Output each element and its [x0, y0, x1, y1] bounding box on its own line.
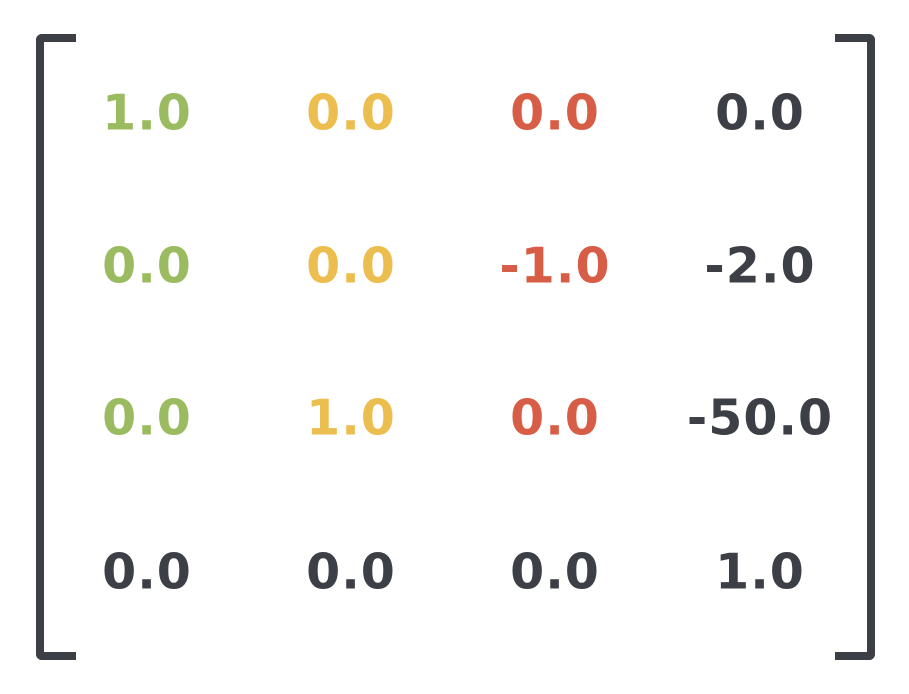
matrix-cell-r1-c2: 0.0: [306, 84, 396, 142]
matrix-cell-r2-c4: -2.0: [704, 237, 816, 295]
matrix-cell-r2-c2: 0.0: [306, 237, 396, 295]
matrix-cell-r2-c1: 0.0: [102, 237, 192, 295]
matrix-cell-r2-c3: -1.0: [499, 237, 611, 295]
matrix-cell-r4-c4: 1.0: [715, 543, 805, 601]
matrix-right-bracket: [835, 34, 875, 660]
matrix-left-bracket: [36, 34, 76, 660]
matrix-cell-r4-c2: 0.0: [306, 543, 396, 601]
matrix-cell-r3-c1: 0.0: [102, 389, 192, 447]
matrix-cell-r1-c4: 0.0: [715, 84, 805, 142]
matrix-cell-r3-c3: 0.0: [510, 389, 600, 447]
matrix-cell-r4-c3: 0.0: [510, 543, 600, 601]
matrix-cell-r3-c2: 1.0: [306, 389, 396, 447]
matrix-cell-r1-c3: 0.0: [510, 84, 600, 142]
matrix-cell-r1-c1: 1.0: [102, 84, 192, 142]
matrix-cell-r4-c1: 0.0: [102, 543, 192, 601]
matrix-cell-r3-c4: -50.0: [686, 389, 834, 447]
